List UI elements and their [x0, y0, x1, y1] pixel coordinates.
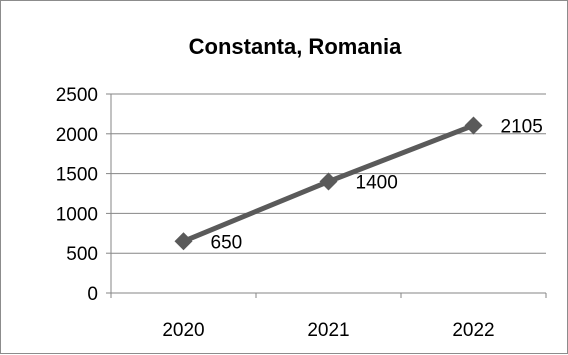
- x-tick-labels: 2020 2021 2022: [162, 320, 494, 341]
- data-label: 650: [211, 232, 243, 253]
- y-tick-label: 2000: [56, 125, 98, 146]
- x-tick-label: 2021: [307, 320, 349, 341]
- data-label: 2105: [501, 116, 543, 137]
- data-point-marker: [464, 116, 483, 135]
- axes: [106, 93, 547, 298]
- x-tick-label: 2020: [162, 320, 204, 341]
- y-tick-label: 500: [66, 244, 98, 265]
- y-tick-label: 1500: [56, 165, 98, 186]
- y-tick-label: 1000: [56, 204, 98, 225]
- data-labels: 650 1400 2105: [211, 116, 543, 253]
- y-tick-label: 0: [87, 284, 98, 305]
- series: [174, 116, 483, 251]
- data-point-marker: [319, 172, 338, 191]
- x-tick-label: 2022: [452, 320, 494, 341]
- y-tick-labels: 0 500 1000 1500 2000 2500: [56, 85, 98, 305]
- y-tick-label: 2500: [56, 85, 98, 106]
- chart-title: Constanta, Romania: [189, 34, 402, 59]
- data-point-marker: [174, 232, 193, 251]
- data-label: 1400: [356, 173, 398, 194]
